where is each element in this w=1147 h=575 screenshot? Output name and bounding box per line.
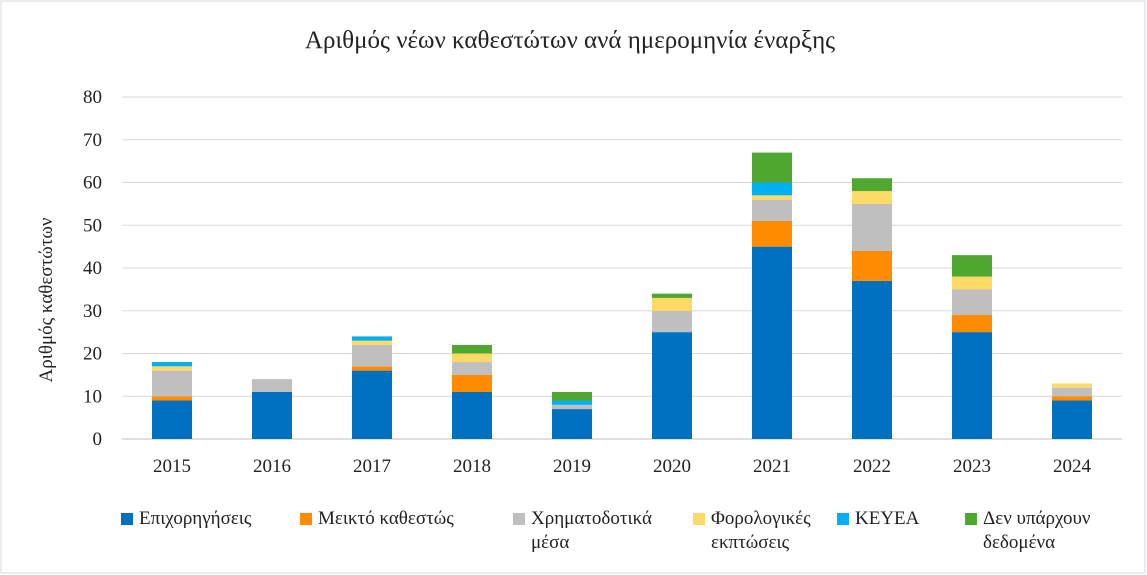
y-tick-label: 50 [83, 215, 102, 236]
legend-label: Φορολογικές εκπτώσεις [711, 508, 811, 553]
bar-segment [452, 362, 492, 375]
legend-item: Μεικτό καθεστώς [300, 507, 505, 531]
y-tick-label: 10 [83, 386, 102, 407]
bar-segment [752, 152, 792, 183]
x-tick-label: 2023 [953, 456, 991, 477]
legend-item: Επιχορηγήσεις [121, 507, 296, 531]
x-tick-label: 2018 [453, 456, 491, 477]
legend-swatch [300, 513, 312, 525]
y-tick-label: 20 [83, 344, 102, 365]
legend-swatch [693, 513, 705, 525]
x-tick-label: 2022 [853, 456, 891, 477]
bar-segment [852, 178, 892, 192]
bar-segment [152, 366, 192, 371]
bar-segment [652, 310, 692, 333]
bar-segment [352, 344, 392, 367]
bar-segment [1052, 383, 1092, 388]
x-tick-label: 2020 [653, 456, 691, 477]
y-tick-label: 0 [93, 429, 103, 450]
bar-segment [652, 293, 692, 298]
legend-swatch [837, 513, 849, 525]
bar-segment [952, 315, 992, 333]
legend-item: Χρηματοδοτικά μέσα [513, 507, 683, 555]
bar-segment [552, 409, 592, 439]
legend-label: Χρηματοδοτικά μέσα [531, 508, 652, 553]
bar-segment [752, 246, 792, 439]
bar-segment [152, 362, 192, 367]
y-tick-label: 30 [83, 301, 102, 322]
legend-swatch [513, 513, 525, 525]
bar-segment [152, 396, 192, 401]
legend-label: ΚΕΥΕΑ [855, 508, 920, 529]
bar-segment [152, 370, 192, 397]
bar-segment [1052, 400, 1092, 439]
bar-segment [452, 353, 492, 363]
bar-segment [752, 220, 792, 247]
x-tick-label: 2019 [553, 456, 591, 477]
legend-label: Δεν υπάρχουν δεδομένα [983, 508, 1091, 553]
legend-label: Επιχορηγήσεις [139, 508, 252, 529]
x-tick-label: 2024 [1053, 456, 1092, 477]
bar-segment [652, 332, 692, 439]
x-tick-label: 2017 [353, 456, 391, 477]
legend-label: Μεικτό καθεστώς [318, 508, 454, 529]
bar-segment [952, 332, 992, 439]
bar-segment [852, 250, 892, 281]
bar-segment [952, 276, 992, 290]
y-tick-label: 40 [83, 258, 102, 279]
bar-segment [352, 340, 392, 345]
bar-segment [552, 404, 592, 410]
y-tick-label: 80 [83, 87, 102, 108]
legend-item: ΚΕΥΕΑ [837, 507, 957, 531]
bar-segment [652, 297, 692, 311]
bar-segment [452, 344, 492, 354]
bar-segment [852, 191, 892, 204]
bar-segment [952, 289, 992, 316]
y-tick-label: 70 [83, 130, 102, 151]
y-tick-label: 60 [83, 173, 102, 194]
bar-segment [152, 400, 192, 439]
bar-segment [252, 379, 292, 392]
bar-segment [952, 255, 992, 277]
bar-segment [252, 391, 292, 439]
chart-title: Αριθμός νέων καθεστώτων ανά ημερομηνία έ… [305, 27, 835, 54]
legend-swatch [965, 513, 977, 525]
bar-segment [852, 280, 892, 439]
x-tick-label: 2015 [153, 456, 191, 477]
bar-segment [352, 370, 392, 439]
bar-segment [852, 203, 892, 251]
x-tick-label: 2021 [753, 456, 791, 477]
bar-segment [752, 182, 792, 196]
bar-segment [552, 391, 592, 401]
bar-segment [452, 391, 492, 439]
bar-segment [352, 366, 392, 371]
bar-segment [1052, 387, 1092, 397]
bar-segment [752, 199, 792, 221]
legend-swatch [121, 513, 133, 525]
legend-item: Φορολογικές εκπτώσεις [693, 507, 828, 555]
bar-segment [352, 336, 392, 341]
bar-segment [1052, 396, 1092, 401]
legend-item: Δεν υπάρχουν δεδομένα [965, 507, 1110, 555]
x-tick-label: 2016 [253, 456, 291, 477]
bar-segment [552, 400, 592, 405]
bar-segment [452, 374, 492, 392]
y-axis-label: Αριθμός καθεστώτων [36, 217, 57, 382]
bar-segment [752, 195, 792, 200]
